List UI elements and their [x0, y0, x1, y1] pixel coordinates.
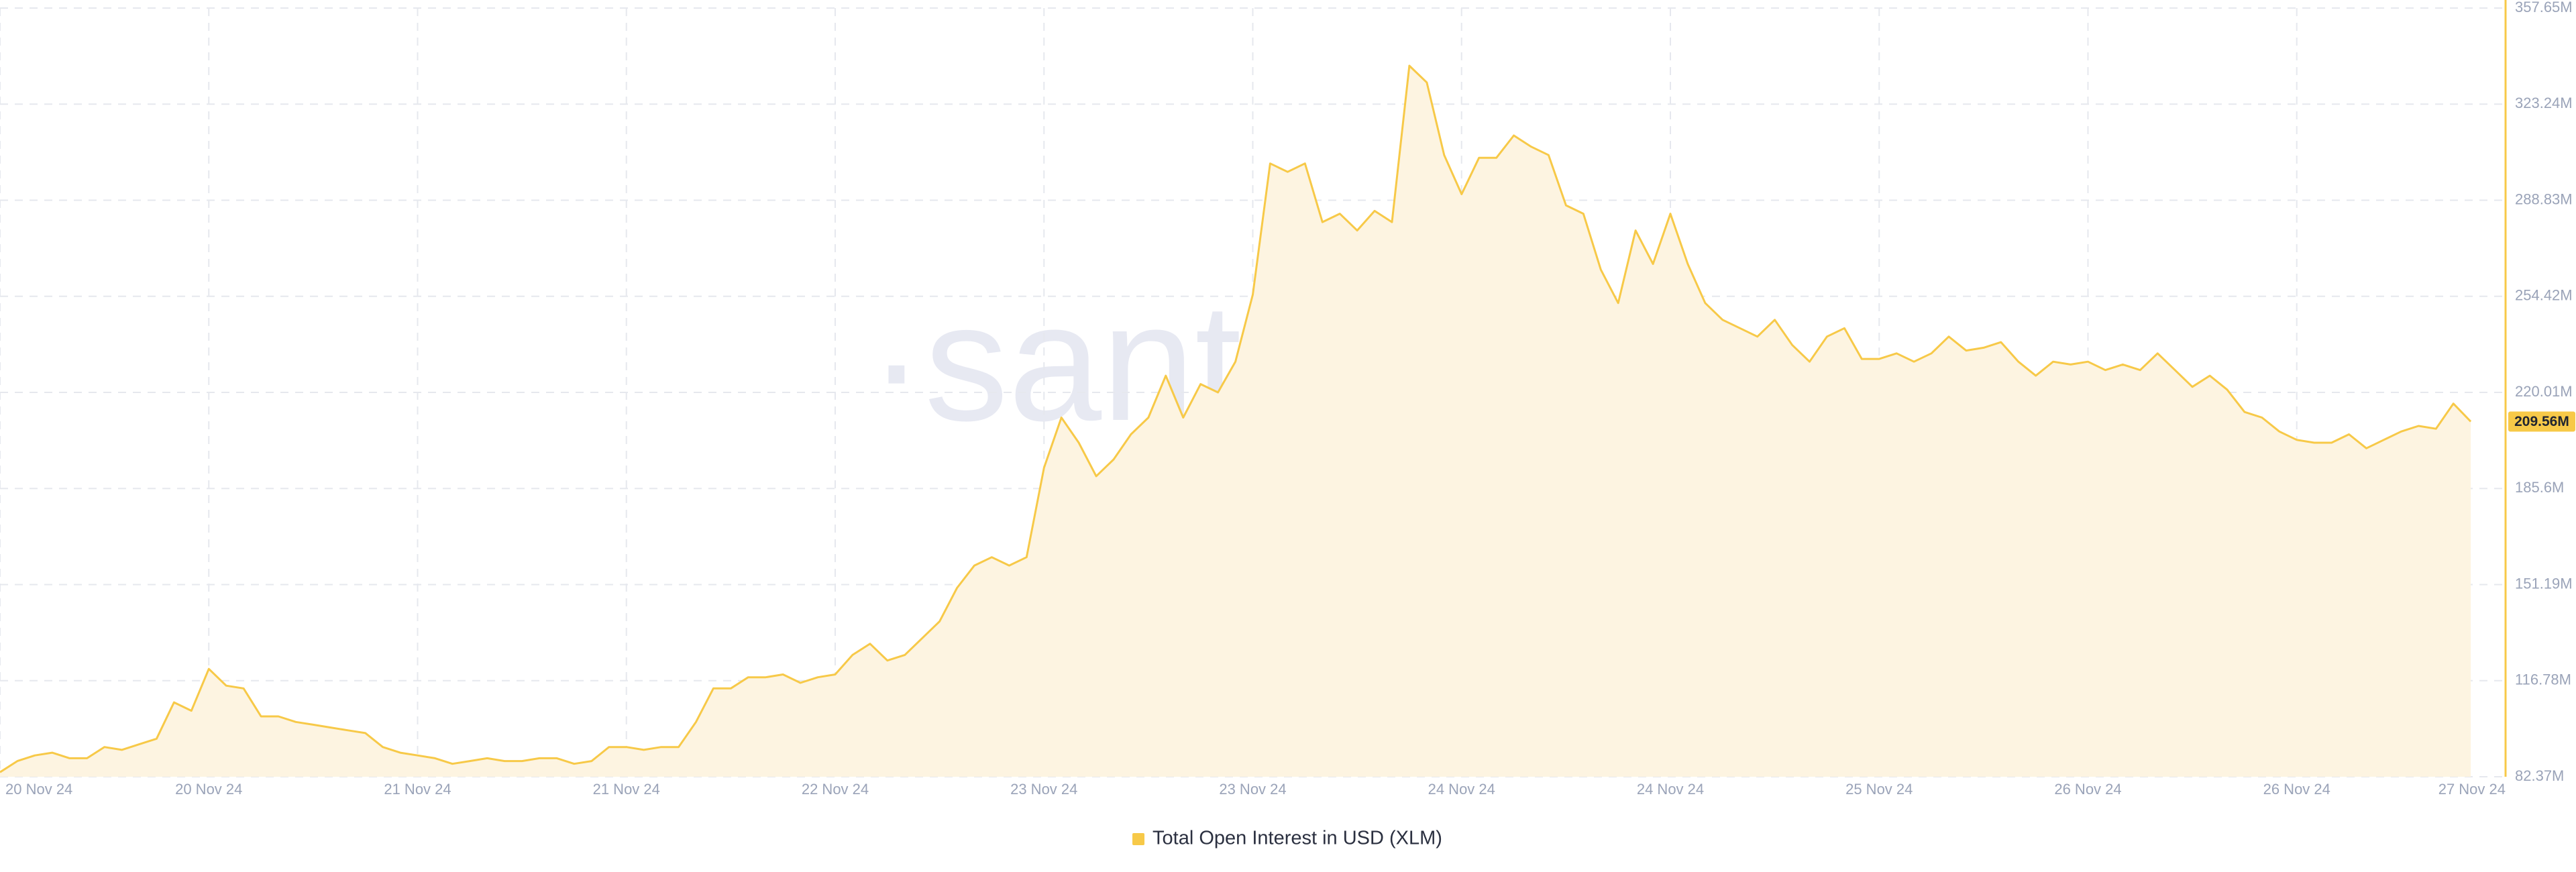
- x-tick-label: 26 Nov 24: [2263, 781, 2330, 798]
- y-tick-label: 357.65M: [2515, 0, 2573, 15]
- x-tick-label: 21 Nov 24: [384, 781, 451, 798]
- area-fill: [0, 66, 2471, 777]
- x-tick-label: 24 Nov 24: [1428, 781, 1495, 798]
- y-tick-label: 288.83M: [2515, 190, 2573, 207]
- last-value-badge: [2508, 411, 2575, 432]
- legend-swatch: [1132, 833, 1145, 845]
- y-tick-label: 116.78M: [2515, 671, 2571, 688]
- x-tick-label: 21 Nov 24: [593, 781, 660, 798]
- x-tick-label: 20 Nov 24: [5, 781, 72, 798]
- legend-label: Total Open Interest in USD (XLM): [1152, 828, 1442, 849]
- y-tick-label: 323.24M: [2515, 95, 2573, 111]
- x-tick-label: 22 Nov 24: [802, 781, 869, 798]
- legend: Total Open Interest in USD (XLM): [1132, 828, 1442, 849]
- y-tick-label: 220.01M: [2515, 383, 2573, 400]
- x-tick-label: 23 Nov 24: [1219, 781, 1286, 798]
- x-tick-label: 23 Nov 24: [1010, 781, 1077, 798]
- line: [0, 64, 2472, 773]
- x-tick-label: 24 Nov 24: [1637, 781, 1704, 798]
- x-tick-label: 27 Nov 24: [2438, 781, 2506, 798]
- x-tick-label: 25 Nov 24: [1845, 781, 1913, 798]
- x-tick-label: 26 Nov 24: [2054, 781, 2121, 798]
- x-tick-label: 20 Nov 24: [175, 781, 242, 798]
- y-tick-label: 254.42M: [2515, 287, 2573, 304]
- last-value-label: 209.56M: [2514, 414, 2569, 429]
- y-tick-label: 82.37M: [2515, 767, 2564, 784]
- y-tick-label: 185.6M: [2515, 479, 2564, 496]
- y-tick-label: 151.19M: [2515, 575, 2573, 592]
